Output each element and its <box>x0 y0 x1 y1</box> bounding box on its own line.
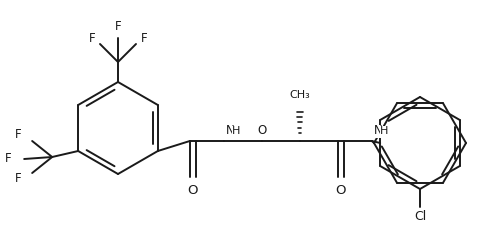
Text: F: F <box>115 20 121 33</box>
Text: O: O <box>257 124 267 138</box>
Text: F: F <box>15 129 22 142</box>
Text: O: O <box>336 184 346 198</box>
Text: O: O <box>187 184 198 198</box>
Text: N: N <box>374 124 383 138</box>
Text: H: H <box>380 126 388 136</box>
Text: F: F <box>15 173 22 185</box>
Text: Cl: Cl <box>414 210 426 223</box>
Text: F: F <box>89 31 95 45</box>
Text: N: N <box>226 124 234 138</box>
Text: CH₃: CH₃ <box>289 90 310 100</box>
Text: F: F <box>5 153 12 165</box>
Text: F: F <box>141 31 147 45</box>
Text: H: H <box>232 126 240 136</box>
